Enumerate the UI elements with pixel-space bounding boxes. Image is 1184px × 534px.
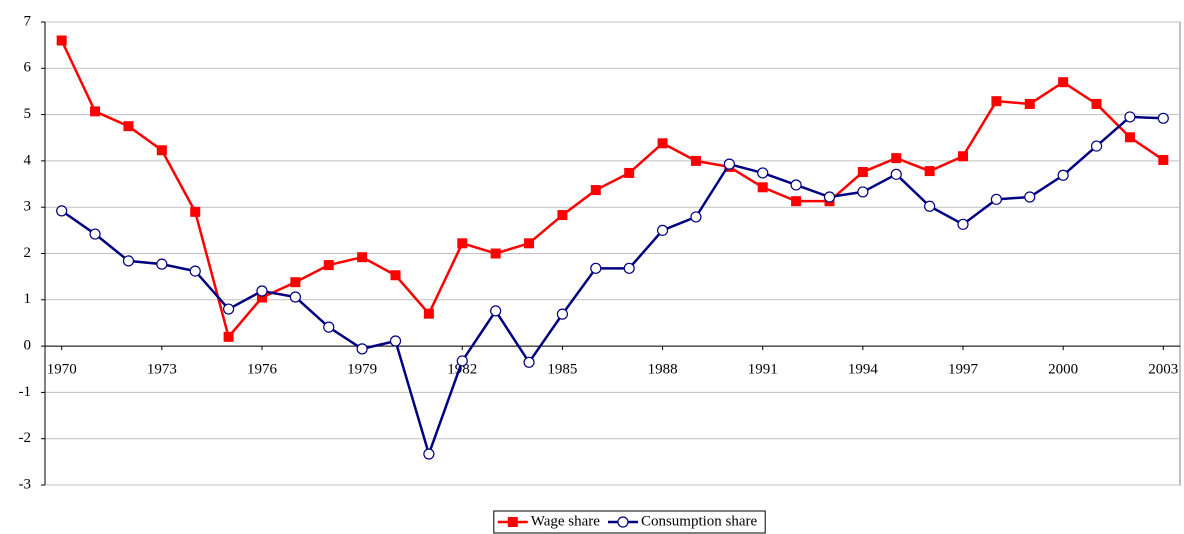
series-line (60, 39, 1165, 340)
x-tick-label: 2000 (1048, 362, 1078, 378)
y-tick-label: 6 (24, 60, 32, 76)
marker (122, 255, 135, 267)
y-tick-label: -3 (19, 476, 32, 492)
marker (1091, 98, 1102, 109)
y-tick-label: 7 (24, 13, 32, 29)
marker (89, 228, 101, 240)
marker (890, 168, 902, 180)
marker (456, 355, 468, 367)
x-tick-label: 1982 (447, 362, 477, 378)
marker (1124, 132, 1135, 143)
legend: Wage share Consumption share (493, 510, 766, 534)
marker (823, 191, 836, 203)
x-tick-label: 2003 (1148, 362, 1178, 378)
marker (356, 343, 368, 355)
x-tick-label: 1976 (247, 362, 278, 378)
marker (357, 252, 368, 263)
marker (790, 179, 802, 191)
marker (924, 166, 935, 177)
marker (223, 331, 234, 342)
marker (90, 106, 101, 117)
marker (891, 153, 902, 164)
marker (490, 248, 501, 259)
marker (657, 138, 668, 149)
y-tick-label: 3 (24, 199, 32, 215)
x-tick-label: 1994 (848, 362, 879, 378)
marker (256, 292, 267, 303)
marker (1124, 111, 1136, 123)
x-tick-label: 1970 (47, 362, 77, 378)
marker (690, 211, 702, 223)
marker (1024, 191, 1036, 203)
y-tick-label: 5 (24, 106, 32, 122)
marker (423, 448, 435, 460)
marker (256, 285, 268, 297)
legend-label: Consumption share (641, 513, 758, 529)
marker (156, 258, 168, 270)
marker (56, 35, 67, 46)
marker (123, 121, 134, 132)
y-tick-label: 1 (24, 291, 32, 307)
x-tick-label: 1997 (948, 362, 979, 378)
marker (1058, 77, 1069, 88)
marker (757, 182, 768, 193)
marker (423, 308, 434, 319)
marker (457, 238, 468, 249)
marker (990, 193, 1002, 205)
marker (490, 305, 502, 317)
marker (1024, 98, 1035, 109)
marker (1057, 169, 1069, 181)
marker (557, 210, 568, 221)
marker (623, 262, 635, 274)
marker (791, 196, 802, 207)
legend-items: Wage share Consumption share (497, 513, 758, 529)
marker (156, 145, 167, 156)
marker (590, 185, 601, 196)
marker (523, 356, 535, 368)
y-tick-label: 2 (24, 245, 32, 261)
x-tick-label: 1973 (147, 362, 177, 378)
marker (189, 265, 201, 277)
marker (857, 186, 869, 198)
marker (1090, 140, 1103, 152)
marker (958, 151, 969, 162)
y-tick-label: 0 (24, 338, 32, 354)
marker (957, 218, 969, 230)
marker (656, 224, 669, 236)
marker (991, 96, 1002, 107)
marker (757, 167, 769, 179)
y-tick-label: 4 (24, 152, 32, 168)
x-tick-label: 1985 (547, 362, 577, 378)
marker (624, 167, 635, 178)
series-line (60, 115, 1164, 459)
marker (323, 260, 334, 271)
y-tick-label: -2 (19, 430, 32, 446)
y-tick-label: -1 (19, 384, 32, 400)
marker (1157, 112, 1169, 124)
x-tick-label: 1979 (347, 362, 377, 378)
marker (590, 262, 602, 274)
marker (323, 321, 335, 333)
marker (289, 291, 301, 303)
marker (190, 206, 201, 217)
x-tick-label: 1991 (748, 362, 778, 378)
marker (723, 158, 735, 170)
legend-box (493, 510, 766, 534)
marker (524, 238, 535, 249)
marker (290, 277, 301, 288)
legend-label: Wage share (531, 513, 601, 529)
marker (507, 517, 518, 527)
x-tick-label: 1988 (648, 362, 678, 378)
marker (690, 155, 701, 166)
marker (223, 303, 235, 315)
marker (924, 200, 936, 212)
marker (857, 167, 868, 178)
marker (56, 205, 68, 217)
marker (389, 335, 402, 347)
marker (556, 308, 569, 320)
marker (617, 516, 629, 528)
marker (1158, 154, 1169, 165)
marker (390, 270, 401, 281)
